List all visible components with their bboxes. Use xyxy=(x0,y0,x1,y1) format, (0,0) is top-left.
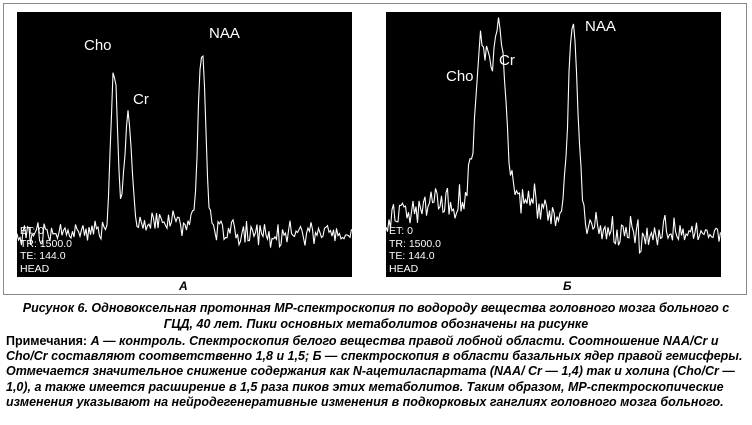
notes-text: А — контроль. Спектроскопия белого вещес… xyxy=(6,334,743,409)
acquisition-params: ET: 0 TR: 1500.0 TE: 144.0 HEAD xyxy=(20,225,72,275)
param-te: TE: 144.0 xyxy=(389,250,435,262)
param-head: HEAD xyxy=(389,262,419,275)
acquisition-params: ET: 0 TR: 1500.0 TE: 144.0 HEAD xyxy=(389,225,441,275)
panel-label-b: Б xyxy=(563,279,572,293)
peak-label-cr: Cr xyxy=(499,52,515,69)
param-head: HEAD xyxy=(20,262,50,275)
peak-label-naa: NAA xyxy=(209,25,240,42)
spectrum-panel-a: Cho Cr NAA ET: 0 TR: 1500.0 TE: 144.0 HE… xyxy=(17,12,352,277)
param-te: TE: 144.0 xyxy=(20,250,66,262)
peak-label-cho: Cho xyxy=(446,68,474,85)
spectrum-line-a xyxy=(17,54,352,249)
figure-caption: Рисунок 6. Одновоксельная протонная МР-с… xyxy=(22,301,730,331)
peak-label-cho: Cho xyxy=(84,37,112,54)
peak-label-cr: Cr xyxy=(133,91,149,108)
figure-notes: Примечания: А — контроль. Спектроскопия … xyxy=(6,334,748,410)
spectrum-line-b xyxy=(386,17,721,255)
figure-frame xyxy=(3,3,747,295)
spectrum-panel-b: Cho Cr NAA ET: 0 TR: 1500.0 TE: 144.0 HE… xyxy=(386,12,721,277)
spectrum-plot-a xyxy=(17,54,352,249)
param-tr: TR: 1500.0 xyxy=(389,237,441,250)
notes-label: Примечания: xyxy=(6,334,88,348)
panel-label-a: А xyxy=(179,279,188,293)
param-tr: TR: 1500.0 xyxy=(20,237,72,250)
peak-label-naa: NAA xyxy=(585,18,616,35)
spectrum-plot-b xyxy=(386,17,721,255)
param-et: ET: 0 xyxy=(389,225,413,237)
param-et: ET: 0 xyxy=(20,225,44,237)
